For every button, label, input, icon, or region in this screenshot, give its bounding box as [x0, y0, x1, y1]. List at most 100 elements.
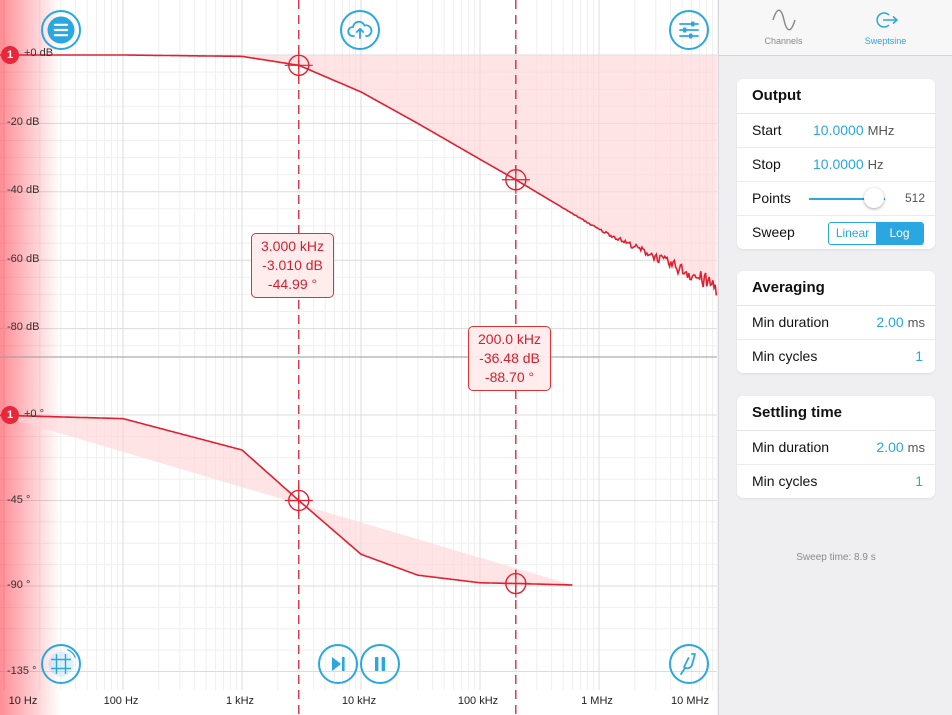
averaging-min-cycles-value[interactable]: 1 — [915, 348, 923, 364]
settling-min-duration-row[interactable]: Min duration 2.00 ms — [737, 431, 935, 465]
sidebar-tabs: Channels Sweptsine — [719, 0, 952, 56]
averaging-min-duration-unit: ms — [907, 315, 925, 330]
menu-button[interactable] — [41, 10, 81, 50]
sweep-arrow-icon — [875, 12, 898, 28]
phase-tick-1: -45 ° — [7, 494, 31, 506]
channel-1-phase-badge[interactable]: 1 — [1, 406, 19, 424]
sliders-icon — [679, 21, 699, 39]
pause-button[interactable] — [360, 644, 400, 684]
cursor-2-mag-marker[interactable] — [501, 165, 530, 194]
tab-sweptsine[interactable]: Sweptsine — [827, 0, 944, 55]
cursor-1-readout[interactable]: 3.000 kHz -3.010 dB -44.99 ° — [251, 233, 335, 298]
averaging-card: Averaging Min duration 2.00 ms Min cycles… — [737, 271, 935, 373]
play-step-icon — [332, 657, 345, 671]
cursor-1-phase: -44.99 ° — [267, 276, 318, 292]
freq-tick-6: 10 MHz — [671, 695, 709, 707]
mag-tick-4: -80 dB — [7, 321, 40, 333]
cursor-1-mag-marker[interactable] — [284, 51, 313, 80]
cursor-1-freq: 3.000 kHz — [261, 238, 325, 254]
sidebar: Channels Sweptsine Output Start 10.0000 M… — [718, 0, 952, 715]
settling-title: Settling time — [737, 396, 935, 431]
sweep-row: Sweep Linear Log — [737, 216, 935, 249]
tab-channels[interactable]: Channels — [725, 0, 842, 55]
averaging-min-duration-value[interactable]: 2.00 — [876, 314, 904, 330]
minor-grid — [0, 0, 717, 690]
freq-tick-0: 10 Hz — [8, 695, 38, 707]
bode-plot-svg[interactable] — [0, 0, 717, 715]
cursor-2-freq: 200.0 kHz — [478, 331, 542, 347]
phase-tick-0: +0 ° — [24, 408, 44, 420]
points-slider-track[interactable] — [809, 198, 885, 200]
bode-plot-area[interactable]: +0 dB -20 dB -40 dB -60 dB -80 dB +0 ° -… — [0, 0, 717, 715]
settling-min-duration-unit: ms — [907, 440, 925, 455]
cursor-grid-button[interactable] — [41, 644, 81, 684]
points-value: 512 — [904, 191, 925, 205]
magnitude-trace — [0, 54, 717, 296]
cursor-2-phase: -88.70 ° — [484, 369, 535, 385]
tab-channels-label: Channels — [764, 36, 803, 46]
settling-min-cycles-row[interactable]: Min cycles 1 — [737, 465, 935, 498]
averaging-min-duration-row[interactable]: Min duration 2.00 ms — [737, 306, 935, 340]
output-title: Output — [737, 79, 935, 114]
tuning-fork-icon — [680, 653, 696, 675]
cursor-1-phase-marker[interactable] — [284, 486, 313, 515]
phase-trace — [0, 414, 573, 586]
channel-1-mag-badge[interactable]: 1 — [1, 46, 19, 64]
settling-card: Settling time Min duration 2.00 ms Min cy… — [737, 396, 935, 498]
stop-label: Stop — [752, 156, 781, 172]
cloud-upload-icon — [347, 20, 373, 39]
stop-value[interactable]: 10.0000 — [813, 156, 864, 172]
upload-button[interactable] — [340, 10, 380, 50]
stop-value-field[interactable]: 10.0000 Hz — [813, 148, 884, 181]
freq-tick-4: 100 kHz — [457, 695, 499, 707]
pause-icon — [375, 657, 385, 671]
mag-tick-2: -40 dB — [7, 184, 40, 196]
sweep-label: Sweep — [752, 224, 795, 240]
averaging-title: Averaging — [737, 271, 935, 306]
freq-tick-2: 1 kHz — [225, 695, 255, 707]
stop-unit: Hz — [867, 157, 884, 172]
crosshair-grid-icon — [48, 649, 76, 677]
sweep-option-linear[interactable]: Linear — [829, 223, 876, 244]
cursor-1-mag: -3.010 dB — [262, 257, 323, 273]
sine-wave-icon — [771, 9, 796, 31]
averaging-min-cycles-label: Min cycles — [752, 348, 818, 364]
tuning-fork-button[interactable] — [669, 644, 709, 684]
mag-tick-0: +0 dB — [24, 47, 54, 59]
cursor-2-mag: -36.48 dB — [479, 350, 540, 366]
tab-sweptsine-label: Sweptsine — [864, 36, 907, 46]
sweep-segmented-control[interactable]: Linear Log — [828, 222, 924, 245]
averaging-min-duration-field[interactable]: 2.00 ms — [876, 306, 925, 339]
phase-tick-2: -90 ° — [7, 579, 31, 591]
stop-row[interactable]: Stop 10.0000 Hz — [737, 148, 935, 182]
points-slider-thumb[interactable] — [864, 188, 884, 208]
play-step-button[interactable] — [318, 644, 358, 684]
settings-sliders-button[interactable] — [669, 10, 709, 50]
freq-tick-3: 10 kHz — [341, 695, 377, 707]
cursor-2-phase-marker[interactable] — [501, 569, 530, 598]
phase-fill — [0, 415, 573, 585]
freq-tick-1: 100 Hz — [103, 695, 139, 707]
mag-tick-3: -60 dB — [7, 253, 40, 265]
start-value-field[interactable]: 10.0000 MHz — [813, 114, 894, 147]
start-row[interactable]: Start 10.0000 MHz — [737, 114, 935, 148]
settling-min-duration-field[interactable]: 2.00 ms — [876, 431, 925, 464]
settling-min-duration-value[interactable]: 2.00 — [876, 439, 904, 455]
points-label: Points — [752, 190, 791, 206]
cursor-2-readout[interactable]: 200.0 kHz -36.48 dB -88.70 ° — [468, 326, 552, 391]
hamburger-menu-icon — [47, 16, 75, 44]
start-unit: MHz — [867, 123, 895, 138]
start-label: Start — [752, 122, 782, 138]
mag-tick-1: -20 dB — [7, 116, 40, 128]
settling-min-duration-label: Min duration — [752, 439, 830, 455]
sweep-time-label: Sweep time: 8.9 s — [796, 552, 876, 563]
sweep-option-log[interactable]: Log — [876, 223, 923, 244]
settling-min-cycles-label: Min cycles — [752, 473, 818, 489]
averaging-min-duration-label: Min duration — [752, 314, 830, 330]
magnitude-fill — [0, 55, 717, 296]
freq-tick-5: 1 MHz — [581, 695, 613, 707]
averaging-min-cycles-row[interactable]: Min cycles 1 — [737, 340, 935, 373]
start-value[interactable]: 10.0000 — [813, 122, 864, 138]
settling-min-cycles-value[interactable]: 1 — [915, 473, 923, 489]
output-card: Output Start 10.0000 MHz Stop 10.0000 Hz P… — [737, 79, 935, 249]
